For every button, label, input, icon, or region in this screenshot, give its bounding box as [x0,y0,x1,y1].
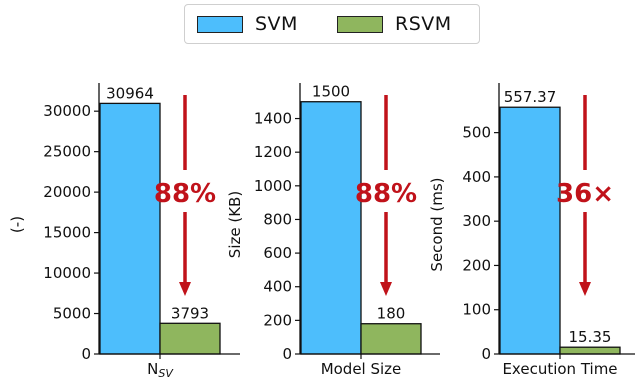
y-tick-label: 800 [263,210,292,228]
bar-rsvm [559,346,621,355]
arrow-head [179,282,191,296]
legend-label-svm: SVM [255,13,298,35]
data-label-rsvm: 15.35 [569,328,612,346]
data-label-rsvm: 180 [377,305,406,323]
y-tick-label: 200 [462,256,491,274]
legend-swatch-svm [197,15,243,33]
y-tick-label: 0 [481,345,491,363]
y-tick-label: 600 [263,244,292,262]
x-tick-label: Model Size [321,360,402,378]
bar-svm [300,101,362,355]
bar-rsvm [360,323,422,355]
y-tick-label: 0 [282,345,292,363]
y-axis-label: Second (ms) [428,177,446,271]
x-tick-subscript: SV [158,367,174,379]
chart-3: 557.37 15.35 0 100 200 300 400 500 Execution Tim… [428,83,635,378]
legend-label-rsvm: RSVM [395,13,452,35]
data-label-svm: 1500 [312,83,350,101]
y-tick-label: 25000 [43,143,91,161]
chart-1: 30964 3793 0 5000 10000 15000 20000 25000 30000 N… [8,83,240,379]
y-tick-label: 30000 [43,102,91,120]
y-tick-label: 20000 [43,183,91,201]
y-tick-label: 100 [462,301,491,319]
y-tick-label: 400 [462,168,491,186]
bar-rsvm [159,322,221,355]
y-tick-label: 1400 [254,110,292,128]
y-tick-label: 300 [462,212,491,230]
y-axis-label: Size (KB) [226,191,244,258]
y-tick-label: 0 [81,345,91,363]
x-tick-label: NSV [147,360,174,379]
data-label-svm: 30964 [106,84,154,102]
legend-item-svm: SVM [197,13,298,35]
bar-svm [499,106,561,355]
arrow-head [579,282,591,296]
y-tick-label: 5000 [53,305,91,323]
reduction-annotation: 88% [355,179,417,209]
legend: SVM RSVM [184,4,480,44]
chart-2: 1500 180 0 200 400 600 800 1000 1200 1400 Model Si… [226,83,440,378]
reduction-annotation: 36× [556,179,614,209]
y-tick-label: 1200 [254,143,292,161]
y-axis-label: (-) [8,216,26,233]
y-tick-label: 200 [263,311,292,329]
bar-svm [99,102,161,355]
legend-item-rsvm: RSVM [337,13,452,35]
x-tick-label: Execution Time [502,360,617,378]
y-tick-label: 15000 [43,224,91,242]
y-tick-label: 500 [462,124,491,142]
y-tick-label: 1000 [254,177,292,195]
reduction-annotation: 88% [154,179,216,209]
y-tick-label: 400 [263,278,292,296]
y-tick-label: 10000 [43,264,91,282]
data-label-svm: 557.37 [504,88,557,106]
arrow-head [380,282,392,296]
data-label-rsvm: 3793 [171,304,209,322]
legend-swatch-rsvm [337,15,383,33]
